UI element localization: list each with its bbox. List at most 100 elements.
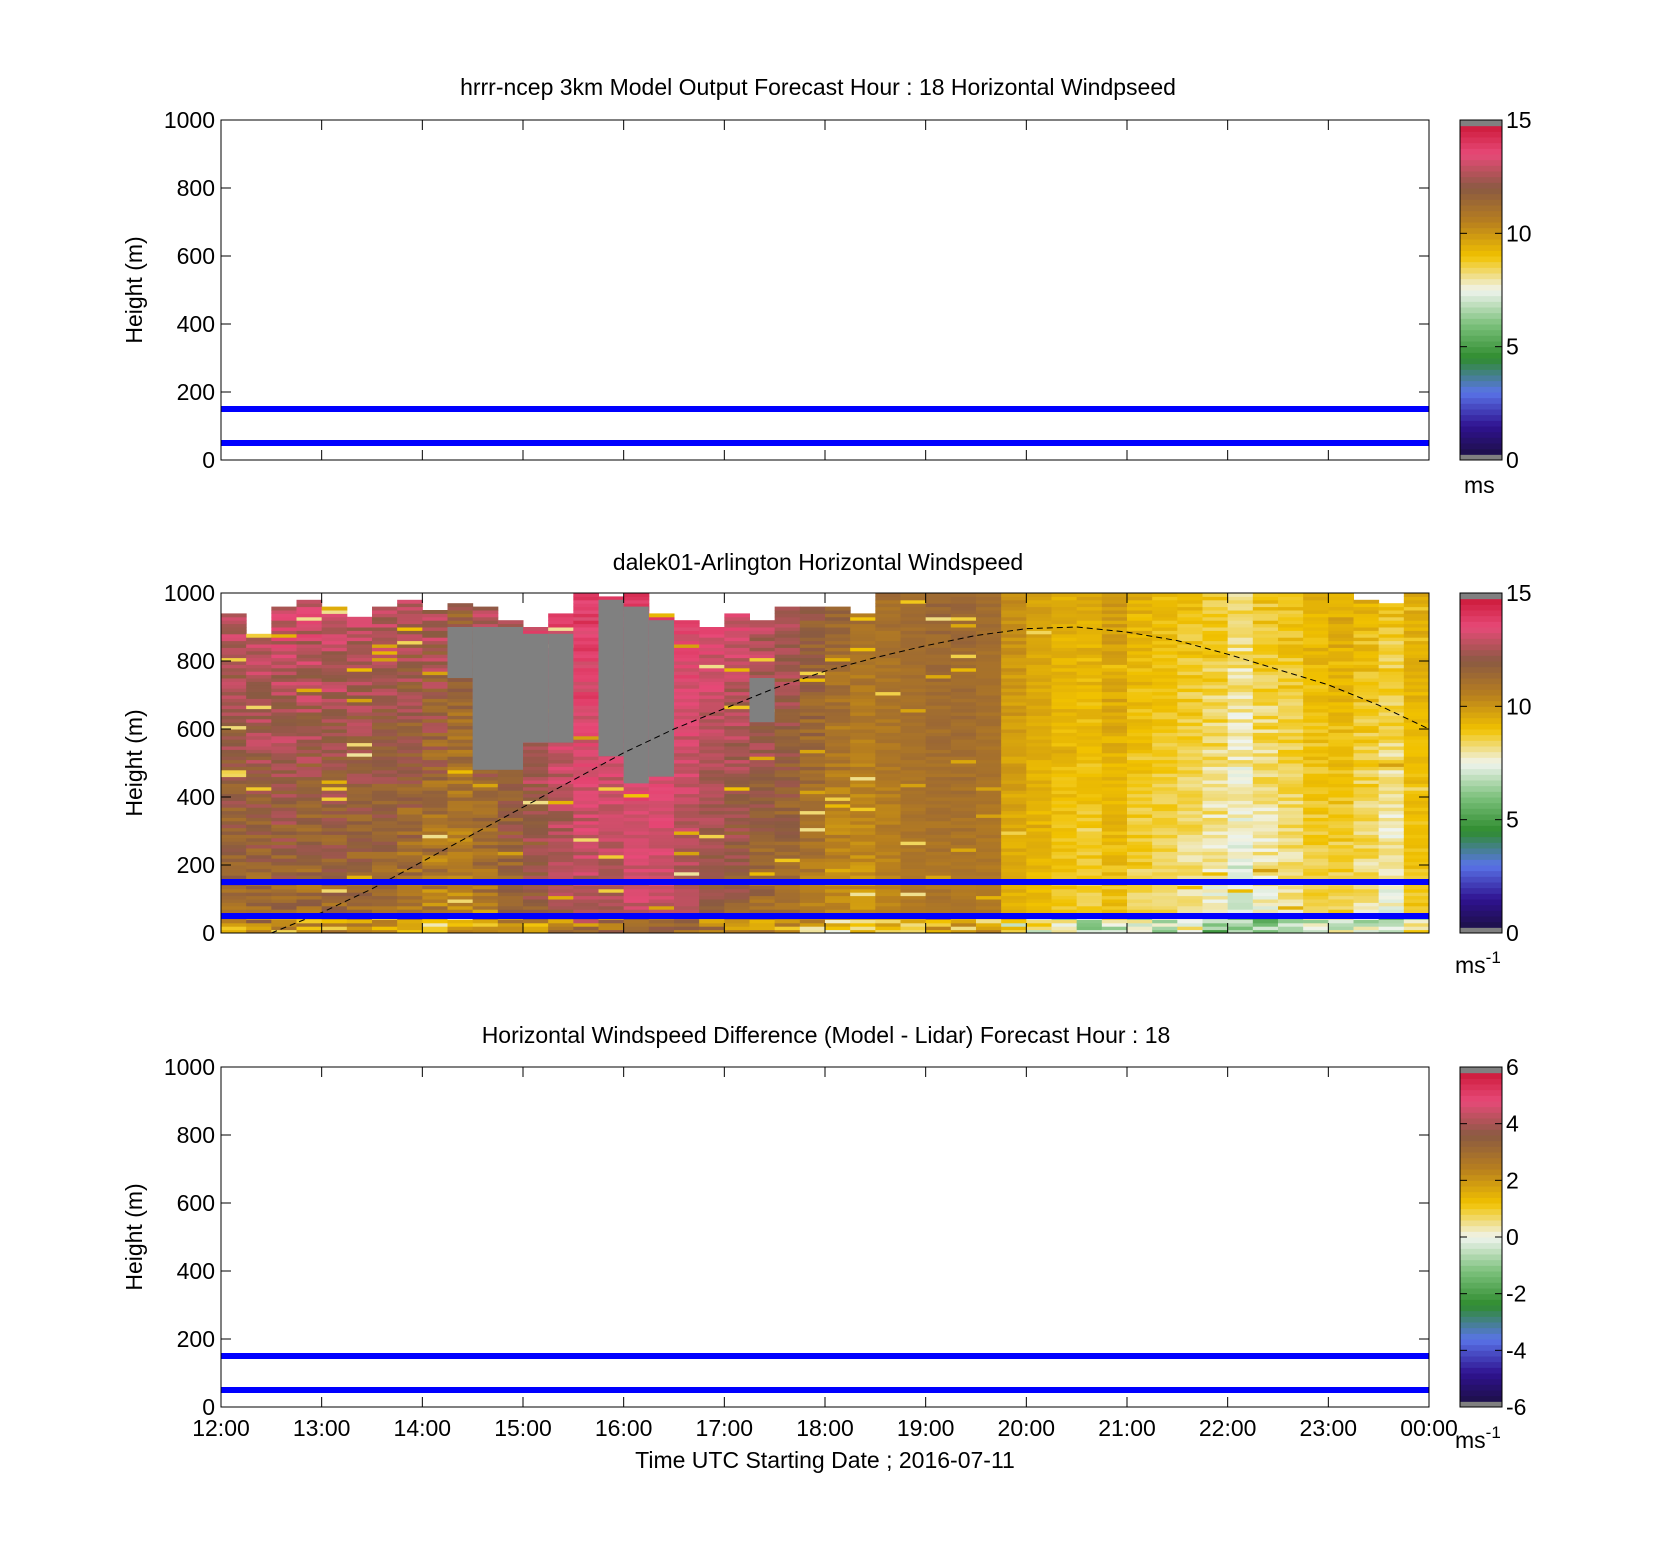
heatmap-cell xyxy=(699,698,725,703)
heatmap-cell xyxy=(1202,919,1229,924)
heatmap-cell xyxy=(447,776,474,781)
heatmap-cell xyxy=(1076,820,1103,825)
heatmap-cell xyxy=(1177,902,1203,907)
heatmap-cell xyxy=(422,871,448,876)
heatmap-cell xyxy=(1227,831,1254,835)
heatmap-cell xyxy=(1378,922,1405,927)
heatmap-cell xyxy=(346,814,373,818)
heatmap-cell xyxy=(1051,793,1078,798)
heatmap-cell xyxy=(1278,820,1304,825)
heatmap-cell xyxy=(1278,776,1304,781)
heatmap-cell xyxy=(447,844,474,849)
heatmap-cell xyxy=(346,807,373,812)
heatmap-cell xyxy=(1101,732,1128,737)
heatmap-cell xyxy=(1278,749,1304,754)
heatmap-cell xyxy=(221,861,247,866)
heatmap-cell xyxy=(548,895,574,900)
heatmap-cell xyxy=(1177,691,1203,696)
heatmap-cell xyxy=(346,817,373,822)
heatmap-cell xyxy=(1076,732,1103,737)
heatmap-cell xyxy=(296,773,323,778)
heatmap-cell xyxy=(976,820,1002,825)
heatmap-cell xyxy=(271,739,297,744)
heatmap-cell xyxy=(296,831,323,835)
heatmap-cell xyxy=(372,803,398,808)
heatmap-cell xyxy=(1378,664,1405,669)
heatmap-cell xyxy=(1252,630,1279,635)
heatmap-cell xyxy=(472,837,499,842)
heatmap-cell xyxy=(850,899,876,903)
heatmap-cell xyxy=(1278,865,1304,869)
heatmap-cell xyxy=(221,763,247,767)
heatmap-cell xyxy=(1278,814,1304,818)
heatmap-cell xyxy=(976,766,1002,771)
heatmap-cell xyxy=(1076,599,1103,604)
heatmap-cell xyxy=(1101,722,1128,727)
heatmap-cell xyxy=(724,780,750,784)
heatmap-cell xyxy=(1252,868,1279,873)
heatmap-cell xyxy=(346,851,373,856)
heatmap-cell xyxy=(1026,800,1052,805)
colorbar-segment xyxy=(1460,159,1502,166)
heatmap-cell xyxy=(1278,851,1304,856)
colorbar-segment xyxy=(1460,312,1502,319)
heatmap-cell xyxy=(850,708,876,713)
heatmap-cell xyxy=(774,763,801,767)
heatmap-cell xyxy=(900,735,927,740)
heatmap-cell xyxy=(221,780,247,784)
heatmap-cell xyxy=(1278,606,1304,611)
heatmap-cell xyxy=(346,902,373,907)
heatmap-cell xyxy=(799,756,826,761)
heatmap-cell xyxy=(296,800,323,805)
heatmap-cell xyxy=(422,909,448,914)
heatmap-cell xyxy=(1252,837,1279,842)
panel-model: hrrr-ncep 3km Model Output Forecast Hour… xyxy=(121,74,1532,498)
heatmap-cell xyxy=(548,756,574,761)
heatmap-cell xyxy=(372,756,398,761)
heatmap-cell xyxy=(1051,593,1078,597)
heatmap-cell xyxy=(1001,858,1027,863)
heatmap-cell xyxy=(674,749,700,754)
heatmap-cell xyxy=(950,929,977,934)
heatmap-cell xyxy=(1353,865,1380,869)
heatmap-cell xyxy=(346,701,373,706)
heatmap-cell xyxy=(699,926,725,931)
heatmap-cell xyxy=(1403,759,1430,764)
heatmap-cell xyxy=(900,623,927,628)
heatmap-cell xyxy=(1278,786,1304,791)
heatmap-cell xyxy=(699,735,725,740)
heatmap-cell xyxy=(1278,657,1304,662)
heatmap-cell xyxy=(799,865,826,869)
heatmap-cell xyxy=(1403,926,1430,931)
heatmap-cell xyxy=(950,729,977,733)
heatmap-cell xyxy=(1152,708,1178,713)
heatmap-cell xyxy=(925,610,952,614)
heatmap-cell xyxy=(1303,674,1329,679)
heatmap-cell xyxy=(774,831,801,835)
heatmap-cell xyxy=(321,797,348,801)
x-tick-label: 12:00 xyxy=(192,1415,250,1441)
heatmap-cell xyxy=(246,657,272,662)
heatmap-cell xyxy=(699,769,725,774)
heatmap-cell xyxy=(674,817,700,822)
heatmap-cell xyxy=(221,725,247,730)
heatmap-cell xyxy=(1051,603,1078,608)
heatmap-cell xyxy=(774,848,801,852)
heatmap-cell xyxy=(271,664,297,669)
heatmap-cell xyxy=(573,763,599,767)
heatmap-cell xyxy=(1076,919,1103,924)
heatmap-cell xyxy=(1403,708,1430,713)
heatmap-cell xyxy=(825,854,851,859)
heatmap-cell xyxy=(1378,752,1405,757)
heatmap-cell xyxy=(447,610,474,614)
heatmap-cell xyxy=(372,810,398,815)
heatmap-cell xyxy=(976,773,1002,778)
heatmap-cell xyxy=(447,739,474,744)
x-tick-label: 00:00 xyxy=(1400,1415,1458,1441)
heatmap-cell xyxy=(850,803,876,808)
heatmap-cell xyxy=(523,871,549,876)
heatmap-cell xyxy=(573,627,599,631)
heatmap-cell xyxy=(497,851,524,856)
heatmap-cell xyxy=(472,848,499,852)
heatmap-cell xyxy=(1026,746,1052,750)
